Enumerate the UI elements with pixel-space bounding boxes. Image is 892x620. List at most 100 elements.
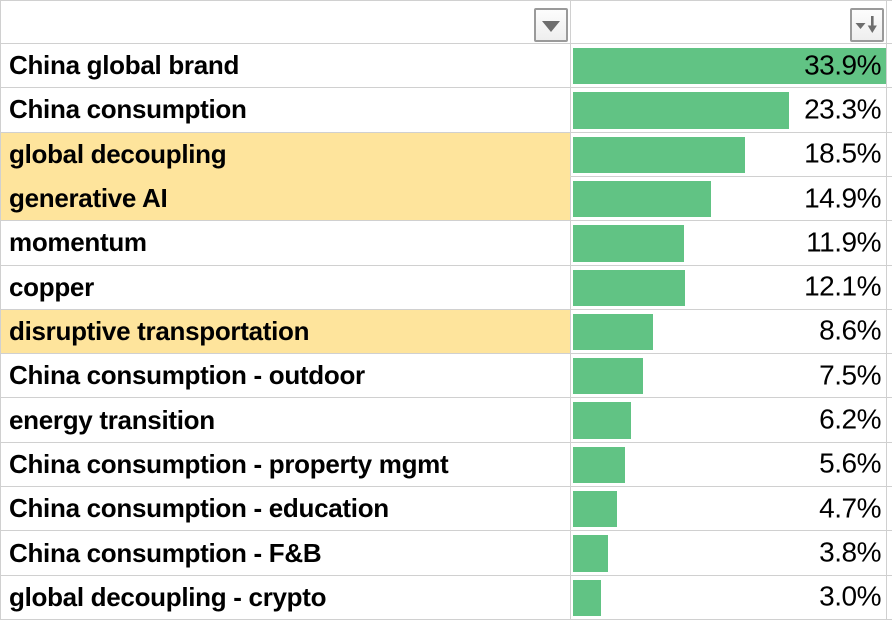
category-cell[interactable]: China consumption bbox=[1, 88, 571, 133]
category-label: China consumption bbox=[9, 94, 247, 125]
category-cell[interactable]: global decoupling - crypto bbox=[1, 575, 571, 620]
table-row: China consumption - education 4.7% bbox=[1, 487, 892, 532]
table-row: generative AI 14.9% bbox=[1, 176, 892, 222]
table-row: global decoupling 18.5% bbox=[1, 132, 892, 177]
category-label: copper bbox=[9, 271, 94, 302]
data-bar bbox=[573, 269, 686, 306]
category-cell[interactable]: China consumption - F&B bbox=[1, 531, 571, 576]
category-label: generative AI bbox=[9, 183, 168, 214]
sort-descending-filter-icon bbox=[855, 16, 877, 33]
table-row: momentum 11.9% bbox=[1, 221, 892, 266]
header-row bbox=[1, 1, 892, 44]
right-gutter bbox=[887, 354, 892, 399]
category-label: China consumption - F&B bbox=[9, 537, 322, 568]
value-cell[interactable]: 12.1% bbox=[571, 265, 887, 310]
right-gutter bbox=[887, 1, 892, 44]
category-cell[interactable]: generative AI bbox=[1, 176, 571, 222]
table-row: China consumption - property mgmt 5.6% bbox=[1, 442, 892, 488]
percent-label: 18.5% bbox=[804, 137, 881, 169]
category-label: China consumption - outdoor bbox=[9, 360, 365, 391]
right-gutter bbox=[887, 176, 892, 222]
data-bar bbox=[573, 579, 601, 616]
right-gutter bbox=[887, 531, 892, 576]
label-column-header[interactable] bbox=[1, 1, 571, 44]
data-bar bbox=[573, 225, 684, 262]
category-cell[interactable]: copper bbox=[1, 265, 571, 310]
data-bar bbox=[573, 535, 609, 572]
table-row: China consumption 23.3% bbox=[1, 88, 892, 133]
category-cell[interactable]: China consumption - outdoor bbox=[1, 354, 571, 399]
data-bar bbox=[573, 180, 712, 218]
filter-dropdown-icon bbox=[542, 20, 560, 32]
percent-label: 7.5% bbox=[819, 359, 881, 391]
percent-label: 11.9% bbox=[806, 226, 881, 258]
filter-dropdown-button[interactable] bbox=[534, 8, 568, 42]
value-cell[interactable]: 6.2% bbox=[571, 398, 887, 443]
percent-label: 6.2% bbox=[819, 403, 881, 435]
category-label: China global brand bbox=[9, 50, 240, 81]
data-bar bbox=[573, 402, 631, 439]
category-cell[interactable]: China consumption - property mgmt bbox=[1, 442, 571, 488]
percent-label: 12.1% bbox=[804, 270, 881, 302]
value-column-header[interactable] bbox=[571, 1, 887, 44]
value-cell[interactable]: 4.7% bbox=[571, 487, 887, 532]
value-cell[interactable]: 5.6% bbox=[571, 442, 887, 488]
category-cell[interactable]: momentum bbox=[1, 221, 571, 266]
data-bar bbox=[573, 92, 790, 129]
table-row: disruptive transportation 8.6% bbox=[1, 309, 892, 355]
data-bar bbox=[573, 358, 643, 395]
value-cell[interactable]: 18.5% bbox=[571, 132, 887, 177]
right-gutter bbox=[887, 575, 892, 620]
category-label: China consumption - education bbox=[9, 493, 389, 524]
value-cell[interactable]: 3.8% bbox=[571, 531, 887, 576]
data-bar bbox=[573, 313, 653, 351]
category-label: disruptive transportation bbox=[9, 315, 310, 346]
category-cell[interactable]: energy transition bbox=[1, 398, 571, 443]
table-row: energy transition 6.2% bbox=[1, 398, 892, 443]
data-bar bbox=[573, 136, 745, 173]
right-gutter bbox=[887, 132, 892, 177]
table-row: China consumption - outdoor 7.5% bbox=[1, 354, 892, 399]
value-cell[interactable]: 33.9% bbox=[571, 44, 887, 89]
value-cell[interactable]: 14.9% bbox=[571, 176, 887, 222]
percent-label: 8.6% bbox=[819, 314, 881, 346]
right-gutter bbox=[887, 487, 892, 532]
category-cell[interactable]: disruptive transportation bbox=[1, 309, 571, 355]
right-gutter bbox=[887, 398, 892, 443]
value-cell[interactable]: 11.9% bbox=[571, 221, 887, 266]
category-label: China consumption - property mgmt bbox=[9, 448, 449, 479]
right-gutter bbox=[887, 265, 892, 310]
right-gutter bbox=[887, 442, 892, 488]
data-bar bbox=[573, 48, 886, 85]
percent-label: 5.6% bbox=[819, 447, 881, 479]
category-cell[interactable]: China global brand bbox=[1, 44, 571, 89]
right-gutter bbox=[887, 88, 892, 133]
right-gutter bbox=[887, 44, 892, 89]
value-cell[interactable]: 7.5% bbox=[571, 354, 887, 399]
value-cell[interactable]: 3.0% bbox=[571, 575, 887, 620]
percent-label: 3.8% bbox=[819, 536, 881, 568]
percent-label: 33.9% bbox=[804, 49, 881, 81]
table-row: copper 12.1% bbox=[1, 265, 892, 310]
table-row: global decoupling - crypto 3.0% bbox=[1, 575, 892, 620]
category-cell[interactable]: global decoupling bbox=[1, 132, 571, 177]
value-cell[interactable]: 8.6% bbox=[571, 309, 887, 355]
category-label: momentum bbox=[9, 227, 147, 258]
percent-label: 3.0% bbox=[819, 580, 881, 612]
right-gutter bbox=[887, 309, 892, 355]
sort-descending-filter-button[interactable] bbox=[850, 8, 884, 42]
right-gutter bbox=[887, 221, 892, 266]
table-row: China global brand 33.9% bbox=[1, 44, 892, 89]
data-bar bbox=[573, 446, 626, 484]
percent-label: 14.9% bbox=[804, 182, 881, 214]
category-label: energy transition bbox=[9, 404, 215, 435]
data-bar bbox=[573, 491, 617, 528]
percent-label: 23.3% bbox=[804, 93, 881, 125]
percent-label: 4.7% bbox=[819, 492, 881, 524]
category-label: global decoupling bbox=[9, 138, 227, 169]
table-row: China consumption - F&B 3.8% bbox=[1, 531, 892, 576]
category-cell[interactable]: China consumption - education bbox=[1, 487, 571, 532]
value-cell[interactable]: 23.3% bbox=[571, 88, 887, 133]
category-label: global decoupling - crypto bbox=[9, 581, 327, 612]
